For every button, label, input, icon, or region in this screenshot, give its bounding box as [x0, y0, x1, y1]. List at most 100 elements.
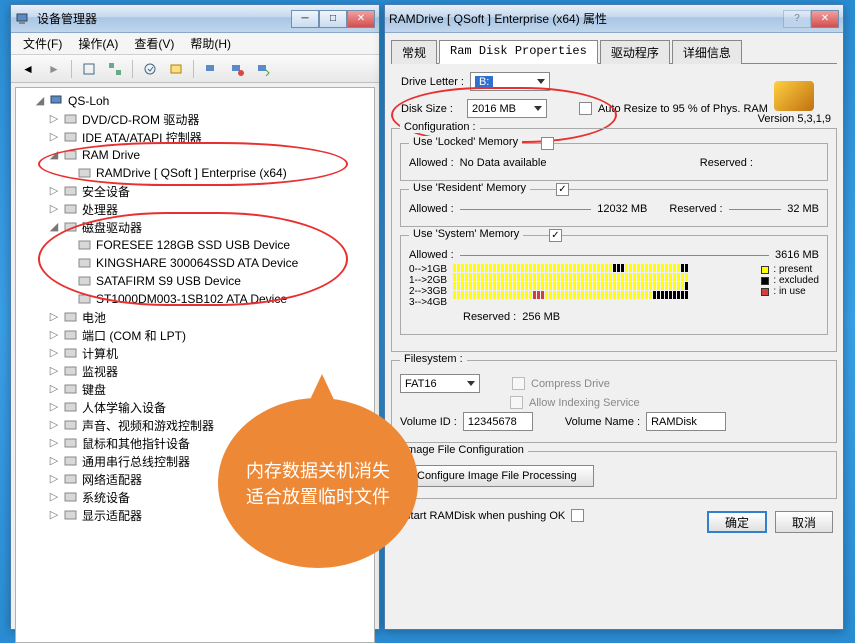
computer-icon: [49, 93, 65, 109]
device-icon: [63, 129, 79, 145]
toolbar-btn[interactable]: [200, 58, 222, 80]
tab-driver[interactable]: 驱动程序: [600, 40, 670, 64]
close-button[interactable]: ✕: [347, 10, 375, 28]
volume-id-input[interactable]: [463, 412, 533, 431]
toolbar-btn[interactable]: [165, 58, 187, 80]
device-icon: [63, 435, 79, 451]
expand-icon[interactable]: ▷: [48, 436, 60, 450]
toolbar-btn[interactable]: [252, 58, 274, 80]
tree-node[interactable]: ◢RAM Drive: [20, 146, 370, 164]
expand-icon[interactable]: ▷: [48, 130, 60, 144]
expand-icon[interactable]: ▷: [48, 454, 60, 468]
tree-node[interactable]: ▷ 电池: [20, 308, 370, 326]
tree-node[interactable]: ▷计算机: [20, 344, 370, 362]
tree-label: IDE ATA/ATAPI 控制器: [82, 129, 202, 146]
volume-name-input[interactable]: [646, 412, 726, 431]
tree-node[interactable]: ▷ IDE ATA/ATAPI 控制器: [20, 128, 370, 146]
device-icon: [63, 417, 79, 433]
tree-node[interactable]: FORESEE 128GB SSD USB Device: [20, 236, 370, 254]
device-icon: [63, 147, 79, 163]
indexing-checkbox[interactable]: [510, 396, 523, 409]
tab-ramdisk-props[interactable]: Ram Disk Properties: [439, 40, 598, 64]
toolbar-btn[interactable]: [139, 58, 161, 80]
tree-node[interactable]: RAMDrive [ QSoft ] Enterprise (x64): [20, 164, 370, 182]
back-button[interactable]: ◄: [17, 58, 39, 80]
locked-memory-group: Use 'Locked' Memory Allowed : No Data av…: [400, 143, 828, 181]
tree-label: 通用串行总线控制器: [82, 453, 190, 470]
expand-icon[interactable]: ▷: [48, 472, 60, 486]
system-checkbox[interactable]: ✓: [549, 229, 562, 242]
device-icon: [77, 165, 93, 181]
tree-node[interactable]: ▷端口 (COM 和 LPT): [20, 326, 370, 344]
help-button[interactable]: ?: [783, 10, 811, 28]
device-icon: [63, 363, 79, 379]
device-icon: [63, 183, 79, 199]
expand-icon[interactable]: ◢: [34, 94, 46, 108]
tree-root[interactable]: ◢ QS-Loh: [20, 92, 370, 110]
menubar: 文件(F) 操作(A) 查看(V) 帮助(H): [11, 33, 379, 55]
tree-node[interactable]: ▷处理器: [20, 200, 370, 218]
toolbar-btn[interactable]: [226, 58, 248, 80]
restart-checkbox[interactable]: [571, 509, 584, 522]
locked-checkbox[interactable]: [541, 137, 554, 150]
device-icon: [63, 489, 79, 505]
tree-node[interactable]: ▷DVD/CD-ROM 驱动器: [20, 110, 370, 128]
tab-general[interactable]: 常规: [391, 40, 437, 64]
tree-node[interactable]: ◢ 磁盘驱动器: [20, 218, 370, 236]
tab-details[interactable]: 详细信息: [672, 40, 742, 64]
expand-icon[interactable]: ▷: [48, 184, 60, 198]
tree-node[interactable]: KINGSHARE 300064SSD ATA Device: [20, 254, 370, 272]
expand-icon[interactable]: ▷: [48, 202, 60, 216]
titlebar[interactable]: RAMDrive [ QSoft ] Enterprise (x64) 属性 ?…: [385, 5, 843, 33]
expand-icon[interactable]: ▷: [48, 112, 60, 126]
tree-label: 声音、视频和游戏控制器: [82, 417, 214, 434]
compress-checkbox[interactable]: [512, 377, 525, 390]
auto-resize-checkbox[interactable]: [579, 102, 592, 115]
maximize-button[interactable]: □: [319, 10, 347, 28]
tree-label: 磁盘驱动器: [82, 219, 142, 236]
filesystem-combo[interactable]: FAT16: [400, 374, 480, 393]
expand-icon[interactable]: ▷: [48, 364, 60, 378]
menu-file[interactable]: 文件(F): [15, 33, 70, 54]
tree-label: RAMDrive [ QSoft ] Enterprise (x64): [96, 166, 287, 180]
menu-action[interactable]: 操作(A): [70, 33, 126, 54]
cancel-button[interactable]: 取消: [775, 511, 833, 533]
fwd-button[interactable]: ►: [43, 58, 65, 80]
device-icon: [63, 507, 79, 523]
expand-icon[interactable]: ▷: [48, 508, 60, 522]
window-title: 设备管理器: [37, 10, 291, 27]
drive-letter-combo[interactable]: B:: [470, 72, 550, 91]
expand-icon[interactable]: ▷: [48, 382, 60, 396]
close-button[interactable]: ✕: [811, 10, 839, 28]
tree-label: 监视器: [82, 363, 118, 380]
tree-label: 鼠标和其他指针设备: [82, 435, 190, 452]
tree-label: 电池: [82, 309, 106, 326]
resident-checkbox[interactable]: ✓: [556, 183, 569, 196]
expand-icon[interactable]: ◢: [48, 220, 60, 234]
device-icon: [77, 291, 93, 307]
tree-label: 网络适配器: [82, 471, 142, 488]
expand-icon[interactable]: ▷: [48, 346, 60, 360]
expand-icon[interactable]: ▷: [48, 328, 60, 342]
expand-icon[interactable]: ▷: [48, 490, 60, 504]
expand-icon[interactable]: ▷: [48, 400, 60, 414]
tree-node[interactable]: ST1000DM003-1SB102 ATA Device: [20, 290, 370, 308]
tree-label: 系统设备: [82, 489, 130, 506]
toolbar-btn[interactable]: [78, 58, 100, 80]
configure-image-button[interactable]: Configure Image File Processing: [400, 465, 594, 487]
ramdrive-properties-window: RAMDrive [ QSoft ] Enterprise (x64) 属性 ?…: [384, 4, 844, 630]
menu-help[interactable]: 帮助(H): [182, 33, 239, 54]
expand-icon[interactable]: ▷: [48, 418, 60, 432]
expand-icon[interactable]: ◢: [48, 148, 60, 162]
disk-size-combo[interactable]: 2016 MB: [467, 99, 547, 118]
expand-icon[interactable]: ▷: [48, 310, 60, 324]
resident-memory-group: Use 'Resident' Memory ✓ Allowed : 12032 …: [400, 189, 828, 227]
toolbar-btn[interactable]: [104, 58, 126, 80]
device-icon: [77, 255, 93, 271]
menu-view[interactable]: 查看(V): [126, 33, 182, 54]
minimize-button[interactable]: ─: [291, 10, 319, 28]
ok-button[interactable]: 确定: [707, 511, 767, 533]
tree-node[interactable]: SATAFIRM S9 USB Device: [20, 272, 370, 290]
tree-node[interactable]: ▷安全设备: [20, 182, 370, 200]
titlebar[interactable]: 设备管理器 ─ □ ✕: [11, 5, 379, 33]
